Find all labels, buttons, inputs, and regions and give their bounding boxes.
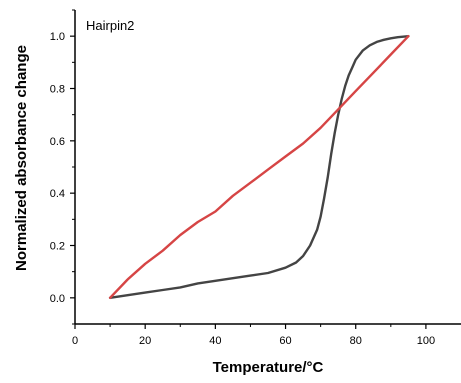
x-ticks: 0 20 40 60 80 100 xyxy=(72,324,435,347)
plot-frame xyxy=(74,10,461,325)
y-tick-label: 0.0 xyxy=(50,293,65,305)
y-tick-label: 1.0 xyxy=(50,31,65,43)
series-line-2 xyxy=(108,35,410,299)
series-line-1 xyxy=(108,35,410,299)
x-tick-label: 60 xyxy=(279,335,291,347)
x-axis-title: Temperature/°C xyxy=(213,359,324,376)
y-tick-label: 0.4 xyxy=(50,188,65,200)
x-tick-label: 100 xyxy=(417,335,435,347)
x-tick-label: 80 xyxy=(350,335,362,347)
y-tick-label: 0.2 xyxy=(50,241,65,253)
y-tick-label: 0.6 xyxy=(50,136,65,148)
y-axis-title: Normalized absorbance change xyxy=(13,45,30,271)
y-tick-label: 0.8 xyxy=(50,84,65,96)
x-tick-label: 20 xyxy=(139,335,151,347)
annotation-label: Hairpin2 xyxy=(86,18,134,33)
series-layer xyxy=(108,35,410,299)
x-tick-label: 0 xyxy=(72,335,78,347)
y-ticks: 0.0 0.2 0.4 0.6 0.8 1.0 xyxy=(50,9,75,325)
x-tick-label: 40 xyxy=(209,335,221,347)
